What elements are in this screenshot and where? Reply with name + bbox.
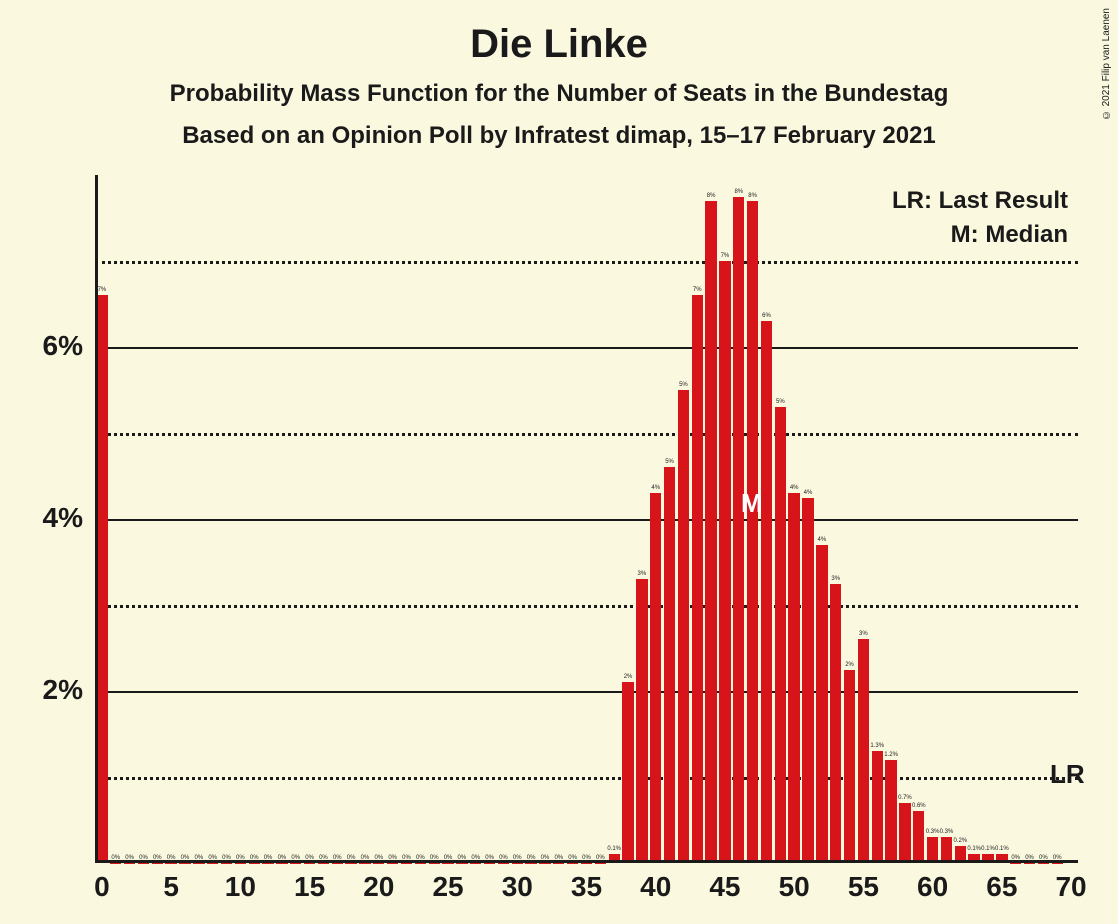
bar [650, 493, 661, 863]
y-tick-label: 4% [43, 502, 83, 534]
bar-value-label: 3% [632, 571, 652, 577]
bar [775, 407, 786, 863]
chart-area: 2%4%6%LR7%0%0%0%0%0%0%0%0%0%0%0%0%0%0%0%… [95, 175, 1078, 863]
bar-value-label: 8% [701, 193, 721, 199]
x-tick-label: 45 [709, 871, 740, 903]
bar [830, 584, 841, 864]
x-tick-label: 5 [163, 871, 179, 903]
bar-value-label: 4% [798, 490, 818, 496]
bar-value-label: 5% [770, 399, 790, 405]
chart-title: Die Linke [0, 22, 1118, 67]
lr-reference-line [95, 777, 1078, 780]
bar-value-label: 2% [840, 662, 860, 668]
x-axis [95, 860, 1078, 863]
gridline-major [95, 691, 1078, 693]
bar-value-label: 0.3% [936, 829, 956, 835]
chart-subtitle-2: Based on an Opinion Poll by Infratest di… [0, 122, 1118, 150]
bar [802, 498, 813, 864]
bar [733, 197, 744, 864]
x-tick-label: 70 [1055, 871, 1086, 903]
bar-value-label: 7% [687, 287, 707, 293]
bar [622, 682, 633, 863]
bar-value-label: 3% [826, 576, 846, 582]
x-tick-label: 40 [640, 871, 671, 903]
bar-value-label: 5% [673, 382, 693, 388]
bar [913, 811, 924, 863]
y-axis [95, 175, 98, 863]
bar-value-label: 0.1% [604, 846, 624, 852]
bar [664, 467, 675, 863]
x-tick-label: 65 [986, 871, 1017, 903]
bar [692, 295, 703, 863]
bar-value-label: 4% [646, 485, 666, 491]
y-tick-label: 6% [43, 330, 83, 362]
x-tick-label: 15 [294, 871, 325, 903]
bar [858, 639, 869, 863]
bar [705, 201, 716, 863]
x-tick-label: 55 [848, 871, 879, 903]
y-tick-label: 2% [43, 674, 83, 706]
legend: LR: Last Result M: Median [892, 187, 1068, 249]
x-tick-label: 60 [917, 871, 948, 903]
x-tick-label: 35 [571, 871, 602, 903]
bar [788, 493, 799, 863]
bar [899, 803, 910, 863]
bar [678, 390, 689, 863]
bar-value-label: 2% [618, 674, 638, 680]
bar-value-label: 0.1% [992, 846, 1012, 852]
bar [747, 201, 758, 863]
bar-value-label: 8% [743, 193, 763, 199]
bar [816, 545, 827, 863]
bar-value-label: 1.3% [867, 743, 887, 749]
x-tick-label: 50 [779, 871, 810, 903]
bar [872, 751, 883, 863]
bar [844, 670, 855, 864]
bar-value-label: 5% [660, 459, 680, 465]
bar-value-label: 1.2% [881, 752, 901, 758]
x-tick-label: 25 [432, 871, 463, 903]
lr-label: LR [1050, 759, 1085, 790]
bar [885, 760, 896, 863]
legend-m: M: Median [892, 221, 1068, 249]
gridline-major [95, 347, 1078, 349]
chart-subtitle-1: Probability Mass Function for the Number… [0, 80, 1118, 108]
bar [636, 579, 647, 863]
gridline-minor [95, 433, 1078, 436]
bar-value-label: 0.2% [950, 838, 970, 844]
bar-value-label: 3% [853, 631, 873, 637]
x-tick-label: 10 [225, 871, 256, 903]
bar-value-label: 0.6% [909, 803, 929, 809]
bar-value-label: 6% [756, 313, 776, 319]
x-tick-label: 20 [363, 871, 394, 903]
gridline-minor [95, 261, 1078, 264]
bar-value-label: 4% [812, 537, 832, 543]
gridline-major [95, 519, 1078, 521]
bar-value-label: 7% [715, 253, 735, 259]
median-marker: M [741, 488, 763, 519]
x-tick-label: 0 [94, 871, 110, 903]
x-tick-label: 30 [502, 871, 533, 903]
legend-lr: LR: Last Result [892, 187, 1068, 215]
bar-value-label: 0.7% [895, 795, 915, 801]
bar [719, 261, 730, 863]
gridline-minor [95, 605, 1078, 608]
